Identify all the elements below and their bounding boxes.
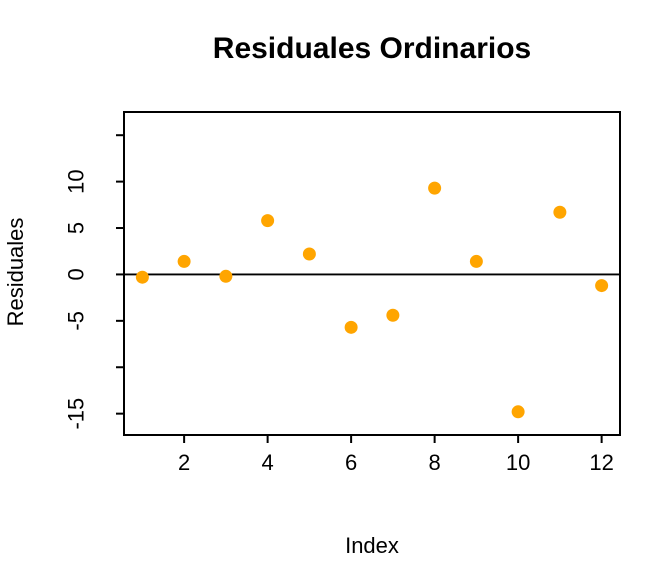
data-point bbox=[219, 269, 233, 283]
data-point bbox=[386, 308, 400, 322]
x-tick-label: 6 bbox=[345, 450, 357, 475]
data-point bbox=[302, 247, 316, 261]
x-tick-label: 8 bbox=[429, 450, 441, 475]
data-point bbox=[428, 181, 442, 195]
data-point bbox=[553, 205, 567, 219]
plot-box bbox=[123, 111, 621, 436]
data-point bbox=[469, 254, 483, 268]
x-axis-label: Index bbox=[345, 533, 399, 558]
data-point bbox=[511, 405, 525, 419]
x-tick-label: 4 bbox=[261, 450, 273, 475]
y-tick-label: 5 bbox=[64, 222, 89, 234]
data-point bbox=[177, 254, 191, 268]
x-tick-label: 2 bbox=[178, 450, 190, 475]
y-tick-label: 10 bbox=[64, 169, 89, 193]
y-tick-label: -15 bbox=[64, 398, 89, 430]
y-tick-label: 0 bbox=[64, 268, 89, 280]
y-tick-label: -5 bbox=[64, 311, 89, 331]
x-tick-label: 10 bbox=[506, 450, 530, 475]
x-tick-label: 12 bbox=[589, 450, 613, 475]
data-point bbox=[135, 270, 149, 284]
data-point bbox=[595, 279, 609, 293]
chart-title: Residuales Ordinarios bbox=[212, 32, 532, 65]
data-point bbox=[344, 320, 358, 334]
data-point bbox=[261, 214, 275, 228]
